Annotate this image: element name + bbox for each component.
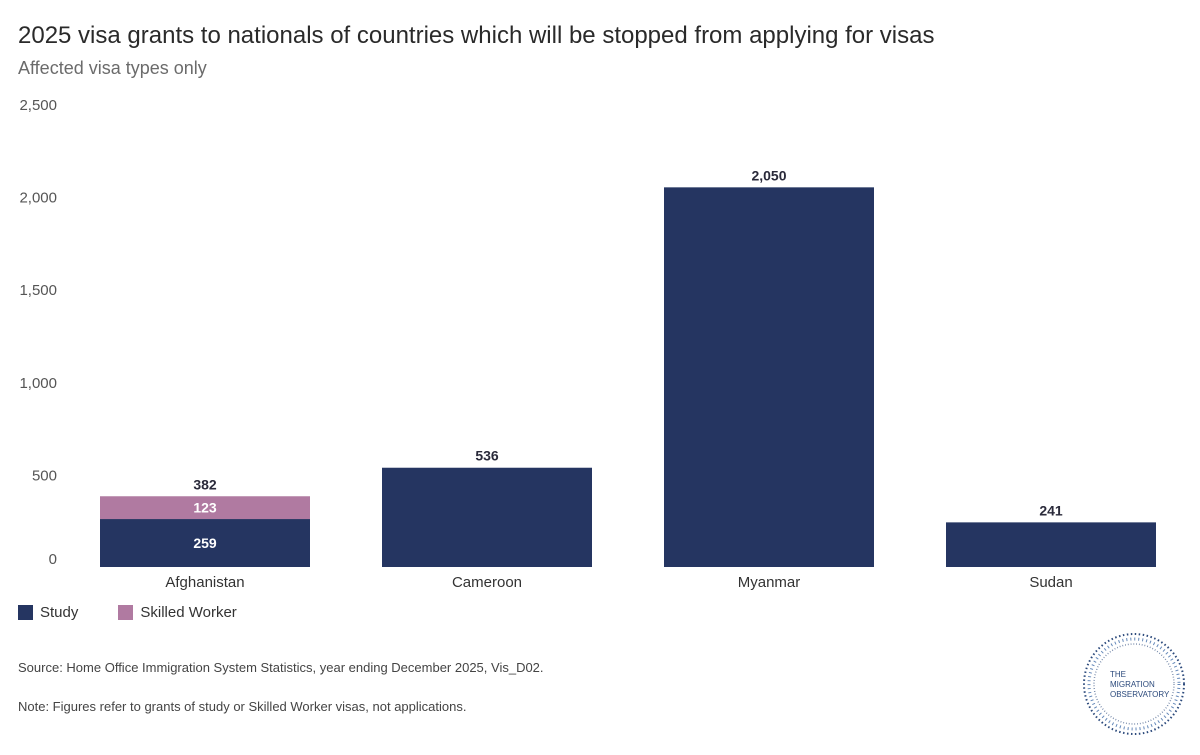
logo-line3: OBSERVATORY bbox=[1110, 690, 1170, 699]
y-tick-label: 2,000 bbox=[19, 190, 57, 207]
segment-label: 123 bbox=[193, 500, 217, 516]
total-label: 241 bbox=[1039, 502, 1063, 518]
y-tick-label: 1,000 bbox=[19, 375, 57, 392]
x-tick-label: Sudan bbox=[1029, 574, 1072, 591]
y-tick-label: 500 bbox=[32, 467, 57, 484]
bar-study-cameroon[interactable] bbox=[382, 467, 592, 567]
chart-title: 2025 visa grants to nationals of countri… bbox=[18, 22, 935, 49]
y-tick-label: 0 bbox=[49, 551, 57, 568]
x-tick-label: Myanmar bbox=[738, 574, 801, 591]
legend-swatch-skilled-worker bbox=[118, 605, 134, 620]
legend: Study Skilled Worker bbox=[18, 604, 277, 621]
segment-label: 259 bbox=[193, 535, 217, 551]
legend-item-study[interactable]: Study bbox=[18, 604, 78, 621]
legend-item-skilled-worker[interactable]: Skilled Worker bbox=[118, 604, 237, 621]
bar-study-afghanistan[interactable] bbox=[100, 519, 310, 567]
migration-observatory-logo[interactable]: THE MIGRATION OBSERVATORY bbox=[1080, 630, 1188, 738]
logo-line1: THE bbox=[1110, 670, 1126, 679]
bar-study-sudan[interactable] bbox=[946, 522, 1156, 567]
chart-subtitle: Affected visa types only bbox=[18, 58, 207, 78]
bar-chart: 0 500 1,000 1,500 2,000 2,500 259 123 382 Afghani… bbox=[19, 97, 1156, 591]
legend-label-skilled-worker: Skilled Worker bbox=[140, 604, 237, 621]
y-tick-label: 1,500 bbox=[19, 282, 57, 299]
total-label: 536 bbox=[475, 448, 499, 464]
x-tick-label: Cameroon bbox=[452, 574, 522, 591]
total-label: 2,050 bbox=[751, 167, 786, 183]
legend-label-study: Study bbox=[40, 604, 79, 621]
bar-study-myanmar[interactable] bbox=[664, 187, 874, 567]
bar-skilled-worker-afghanistan[interactable] bbox=[100, 496, 310, 520]
logo-line2: MIGRATION bbox=[1110, 680, 1155, 689]
y-tick-label: 2,500 bbox=[19, 97, 57, 114]
total-label: 382 bbox=[193, 476, 217, 492]
note-text: Note: Figures refer to grants of study o… bbox=[18, 699, 467, 714]
x-tick-label: Afghanistan bbox=[165, 574, 244, 591]
source-note: Source: Home Office Immigration System S… bbox=[18, 660, 544, 675]
legend-swatch-study bbox=[18, 605, 33, 620]
